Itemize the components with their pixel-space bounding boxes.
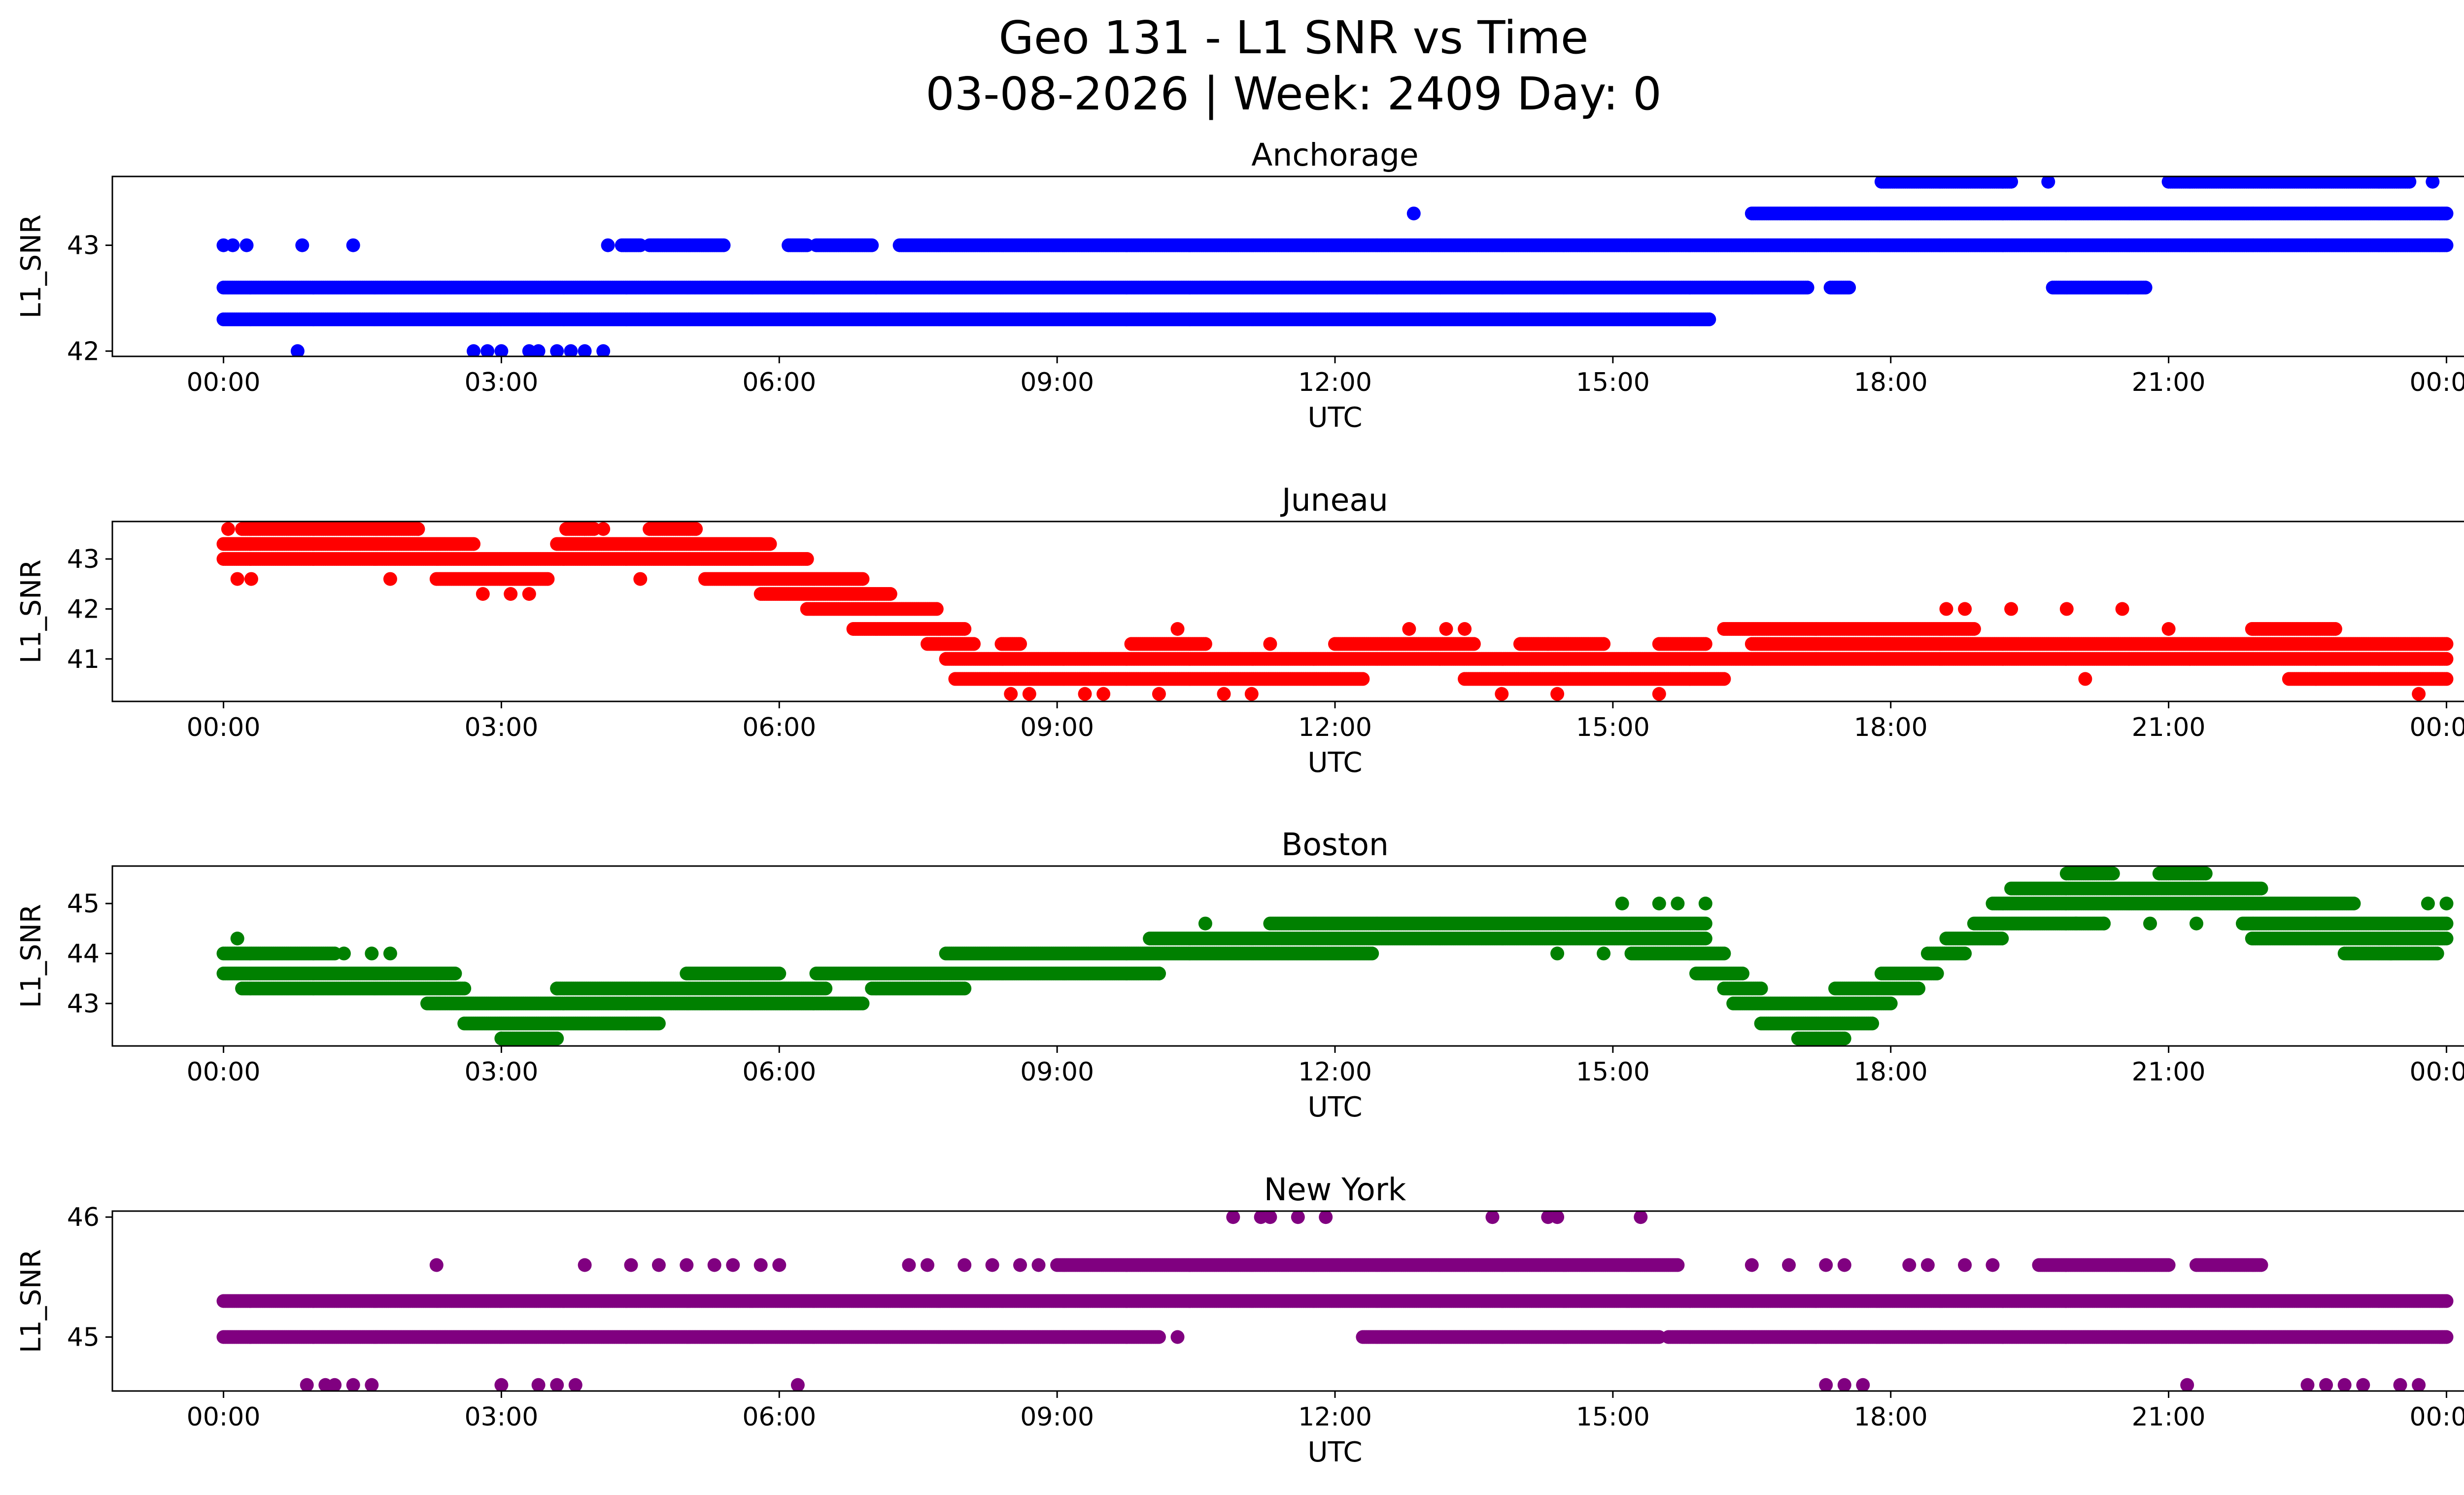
data-point xyxy=(295,238,309,252)
data-point xyxy=(689,522,703,536)
x-tick-label: 18:00 xyxy=(1854,368,1928,397)
data-point xyxy=(2328,622,2342,636)
figure-title-line1: Geo 131 - L1 SNR vs Time xyxy=(999,11,1589,64)
data-point xyxy=(1967,622,1981,636)
data-point xyxy=(467,344,480,356)
data-point xyxy=(240,238,254,252)
data-point xyxy=(1702,312,1716,326)
data-point xyxy=(531,344,546,356)
x-tick-label: 06:00 xyxy=(742,368,816,397)
y-tick-label: 42 xyxy=(67,337,100,366)
x-tick-label: 15:00 xyxy=(1576,368,1650,397)
scatter-series xyxy=(216,176,2454,356)
subplot-anchorage: Anchorage 00:00 03:00 06:00 09:00 12:00 15:00 1… xyxy=(15,137,2464,434)
data-point xyxy=(2004,176,2019,189)
data-point xyxy=(1467,637,1481,651)
figure-title-line2: 03-08-2026 | Week: 2409 Day: 0 xyxy=(925,68,1662,120)
data-point xyxy=(1698,637,1712,651)
data-point xyxy=(596,344,611,356)
data-point xyxy=(1198,637,1212,651)
subplot-title: Anchorage xyxy=(1251,137,1418,173)
data-point xyxy=(1842,280,1856,295)
data-point xyxy=(541,572,555,586)
data-point xyxy=(2439,207,2454,221)
data-point xyxy=(480,344,495,356)
data-point xyxy=(578,344,592,356)
data-point xyxy=(929,602,944,616)
scatter-series xyxy=(216,522,2454,701)
data-point xyxy=(2041,176,2055,189)
data-point xyxy=(1800,280,1814,295)
x-tick-label: 00:00 xyxy=(187,368,261,397)
y-axis-label: L1_SNR xyxy=(15,214,47,318)
x-tick-label: 03:00 xyxy=(464,368,538,397)
x-tick-label: 00:00 xyxy=(2410,368,2464,397)
data-point xyxy=(967,637,981,651)
data-point xyxy=(550,344,564,356)
data-point xyxy=(2439,238,2454,252)
data-point xyxy=(856,572,870,586)
x-tick-label: 12:00 xyxy=(1298,368,1372,397)
data-point xyxy=(2138,280,2153,295)
data-point xyxy=(2426,176,2440,189)
data-point xyxy=(290,344,305,356)
data-point xyxy=(1013,637,1027,651)
data-point xyxy=(2402,176,2417,189)
x-tick-label: 09:00 xyxy=(1020,368,1094,397)
y-tick-label: 43 xyxy=(67,231,100,261)
subplot-title: Juneau xyxy=(1280,482,1388,518)
data-point xyxy=(763,537,777,551)
data-point xyxy=(717,238,731,252)
x-tick-label: 21:00 xyxy=(2132,368,2206,397)
data-point xyxy=(601,238,615,252)
data-point xyxy=(1406,207,1421,221)
data-point xyxy=(564,344,578,356)
data-point xyxy=(1597,637,1611,651)
data-point xyxy=(958,622,972,636)
data-point xyxy=(226,238,240,252)
data-point xyxy=(865,238,879,252)
data-point xyxy=(800,552,814,566)
axes-frame xyxy=(111,175,2464,357)
data-point xyxy=(467,537,480,551)
x-axis-label: UTC xyxy=(1307,402,1362,434)
data-point xyxy=(883,587,897,601)
data-point xyxy=(494,344,509,356)
data-point xyxy=(346,238,360,252)
subplot-panels: Anchorage 00:00 03:00 06:00 09:00 12:00 15:00 1… xyxy=(15,137,2464,1468)
